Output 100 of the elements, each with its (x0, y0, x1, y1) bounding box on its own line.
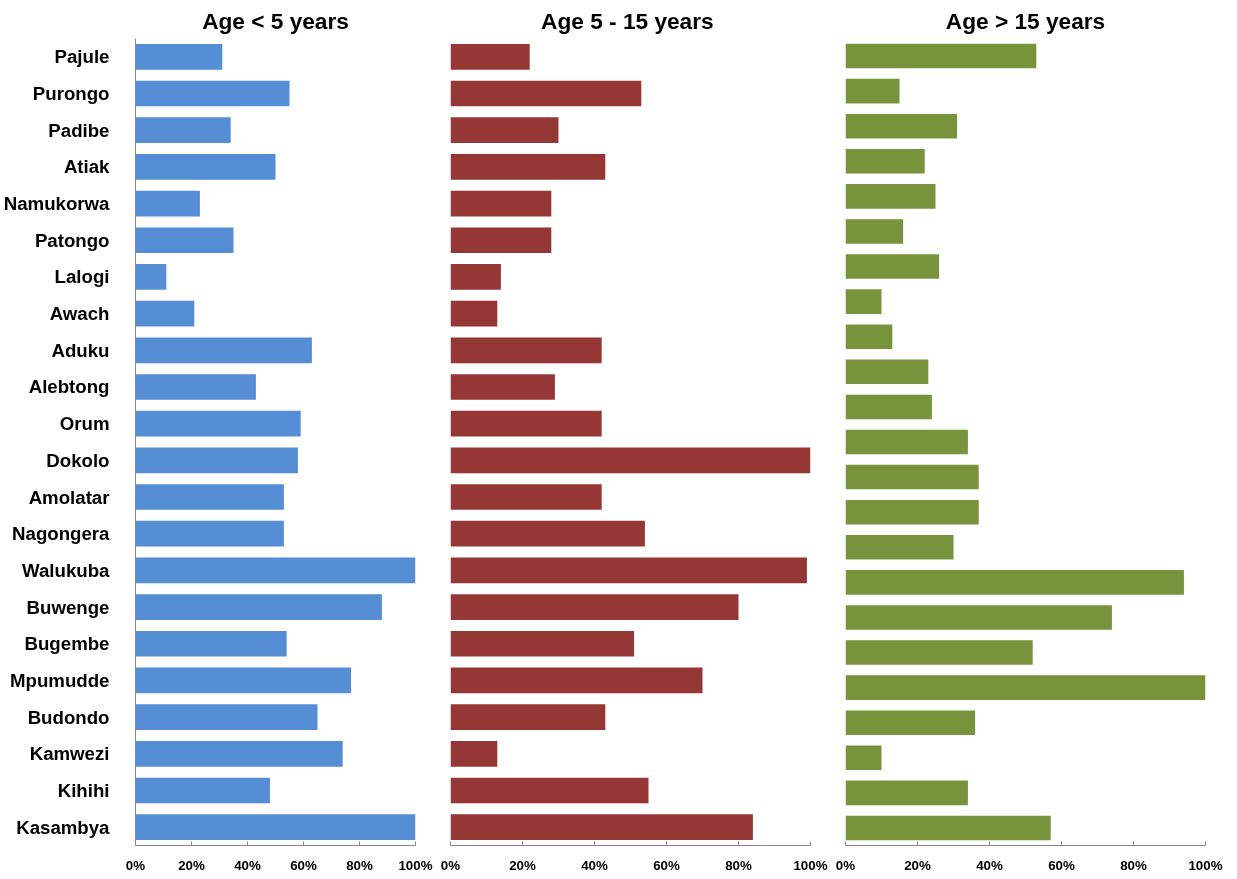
bar (135, 80, 290, 107)
bar (845, 534, 954, 560)
x-tick-label: 20% (904, 857, 931, 873)
y-tick-label: Buwenge (26, 596, 110, 618)
bar (135, 484, 284, 510)
x-tick-label: 80% (725, 857, 752, 873)
y-tick-label: Orum (59, 413, 110, 435)
x-tick-label: 100% (793, 857, 828, 873)
bar (135, 630, 287, 657)
bar (845, 324, 893, 350)
bar (450, 740, 498, 767)
y-tick-label: Nagongera (12, 523, 111, 545)
bar (450, 814, 753, 840)
bar (135, 447, 298, 474)
y-tick-label: Lalogi (54, 266, 110, 288)
bar (135, 300, 195, 327)
bar (450, 520, 645, 547)
bar (135, 44, 223, 70)
bar (845, 43, 1037, 69)
x-tick-label: 20% (509, 857, 536, 873)
y-tick-label: Budondo (27, 706, 110, 728)
x-tick-label: 60% (290, 857, 317, 873)
x-tick-label: 0% (125, 857, 146, 873)
bar (450, 447, 811, 474)
bar (450, 374, 555, 400)
bar (450, 300, 498, 327)
chart-title: Age 5 - 15 years (541, 7, 714, 34)
y-tick-label: Kamwezi (29, 743, 110, 765)
bar (845, 499, 979, 525)
bar (845, 113, 958, 139)
bar (135, 520, 284, 547)
y-tick-label: Bugembe (24, 633, 110, 655)
bar (845, 745, 882, 771)
y-tick-label: Aduku (51, 339, 110, 361)
bar (450, 630, 635, 657)
bar (450, 337, 602, 364)
bar (135, 117, 231, 144)
bar (450, 777, 649, 804)
bar (450, 190, 552, 217)
bar (450, 80, 642, 107)
y-tick-label: Namukorwa (3, 193, 111, 215)
bar (135, 704, 318, 730)
y-tick-label: Pajule (54, 46, 110, 68)
x-tick-label: 40% (976, 857, 1003, 873)
x-tick-label: 80% (1120, 857, 1147, 873)
y-tick-label: Walukuba (22, 559, 111, 581)
bar (845, 429, 968, 455)
bar (135, 740, 343, 767)
bar (845, 219, 904, 244)
bar (845, 289, 882, 314)
bar (135, 190, 200, 217)
bar (135, 264, 167, 290)
bar (450, 667, 703, 694)
bar (450, 264, 501, 290)
x-tick-label: 100% (398, 857, 433, 873)
y-tick-label: Atiak (63, 156, 111, 178)
bar (845, 359, 929, 385)
bar (135, 777, 270, 804)
bar (450, 484, 602, 510)
bar (135, 667, 352, 694)
y-tick-label: Patongo (34, 229, 110, 251)
bar (845, 394, 932, 420)
bar (845, 184, 936, 209)
bar (135, 410, 301, 437)
bar (845, 149, 925, 174)
x-tick-label: 100% (1188, 857, 1223, 873)
bar (135, 374, 256, 400)
bar (135, 154, 276, 180)
bar (135, 557, 416, 584)
bar (135, 227, 234, 254)
bar (450, 410, 602, 437)
bar (845, 78, 900, 104)
bar (845, 815, 1051, 841)
bar (450, 704, 606, 730)
chart-title: Age > 15 years (945, 7, 1106, 34)
bar (845, 464, 979, 490)
y-tick-label: Amolatar (28, 486, 110, 508)
x-tick-label: 60% (1048, 857, 1075, 873)
x-tick-label: 60% (653, 857, 680, 873)
y-tick-label: Purongo (32, 83, 110, 105)
bar (135, 814, 416, 840)
y-tick-label: Mpumudde (10, 669, 110, 691)
chart-title: Age < 5 years (202, 7, 349, 34)
x-tick-label: 40% (581, 857, 608, 873)
bar (845, 605, 1112, 630)
x-tick-label: 20% (178, 857, 205, 873)
bar (450, 594, 739, 620)
bar (450, 227, 552, 254)
bar (450, 44, 530, 70)
y-tick-label: Padibe (48, 119, 110, 141)
x-tick-label: 80% (346, 857, 373, 873)
x-tick-label: 0% (835, 857, 856, 873)
y-tick-label: Awach (49, 303, 110, 325)
bar (845, 710, 976, 735)
bar (450, 154, 606, 180)
y-tick-label: Kihihi (57, 779, 110, 801)
bar (450, 557, 807, 584)
y-tick-label: Dokolo (46, 449, 110, 471)
bar (845, 640, 1033, 665)
y-tick-label: Alebtong (28, 376, 110, 398)
